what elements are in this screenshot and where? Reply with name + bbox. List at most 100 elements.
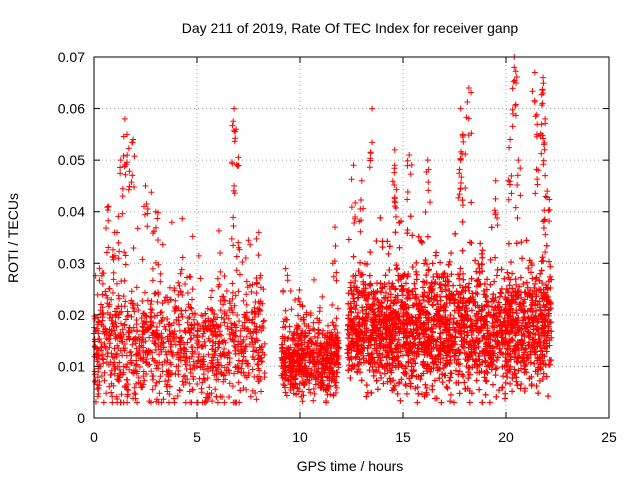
data-point <box>429 302 436 309</box>
data-point <box>167 343 174 350</box>
data-point <box>161 358 168 365</box>
data-point <box>124 399 131 406</box>
data-point <box>259 323 266 330</box>
data-point <box>232 347 239 354</box>
data-point <box>232 363 239 370</box>
data-point <box>429 260 436 267</box>
data-point <box>128 297 135 304</box>
data-point <box>171 303 178 310</box>
data-point <box>128 288 135 295</box>
data-point <box>367 249 374 256</box>
data-point <box>282 389 289 396</box>
data-point <box>146 334 153 341</box>
data-point <box>261 374 268 381</box>
data-point <box>126 329 133 336</box>
data-point <box>212 386 219 393</box>
data-point <box>204 390 211 397</box>
data-point <box>153 327 160 334</box>
data-point <box>301 320 308 327</box>
data-point <box>374 386 381 393</box>
data-point <box>189 286 196 293</box>
data-point <box>132 395 139 402</box>
data-point <box>545 393 552 400</box>
data-point <box>327 355 334 362</box>
data-point <box>409 372 416 379</box>
data-point <box>207 294 214 301</box>
data-point <box>333 315 340 322</box>
data-point <box>291 360 298 367</box>
data-point <box>222 372 229 379</box>
data-point <box>224 354 231 361</box>
data-point <box>332 389 339 396</box>
data-point <box>122 316 129 323</box>
data-point <box>295 388 302 395</box>
data-point <box>189 386 196 393</box>
data-point <box>224 323 231 330</box>
data-point <box>142 312 149 319</box>
data-point <box>296 286 303 293</box>
data-point <box>122 383 129 390</box>
data-point <box>173 351 180 358</box>
data-point <box>201 338 208 345</box>
data-point <box>128 360 135 367</box>
data-point <box>186 314 193 321</box>
data-point <box>216 281 223 288</box>
data-point <box>251 373 258 380</box>
data-point <box>314 357 321 364</box>
data-point <box>420 284 427 291</box>
data-point <box>538 267 545 274</box>
data-point <box>194 333 201 340</box>
data-point <box>476 386 483 393</box>
data-point <box>301 381 308 388</box>
data-point <box>250 344 257 351</box>
data-point <box>190 373 197 380</box>
data-point <box>450 282 457 289</box>
data-point <box>242 254 249 261</box>
data-point <box>331 326 338 333</box>
data-point <box>281 368 288 375</box>
data-point <box>212 333 219 340</box>
data-point <box>184 376 191 383</box>
data-point <box>194 320 201 327</box>
data-point <box>138 336 145 343</box>
data-point <box>302 357 309 364</box>
data-point <box>202 310 209 317</box>
data-point <box>199 333 206 340</box>
data-point <box>149 329 156 336</box>
data-point <box>166 383 173 390</box>
data-point <box>306 327 313 334</box>
data-point <box>280 381 287 388</box>
data-point <box>140 349 147 356</box>
data-point <box>186 380 193 387</box>
data-point <box>182 361 189 368</box>
data-point <box>186 362 193 369</box>
data-point <box>217 307 224 314</box>
data-point <box>447 391 454 398</box>
data-point <box>466 399 473 406</box>
data-point <box>145 325 152 332</box>
data-point <box>124 361 131 368</box>
data-point <box>118 399 125 406</box>
data-point <box>496 293 503 300</box>
data-point <box>157 373 164 380</box>
data-point <box>115 255 122 262</box>
data-point <box>201 358 208 365</box>
data-point <box>509 388 516 395</box>
data-point <box>221 399 228 406</box>
data-point <box>447 398 454 405</box>
data-point <box>322 386 329 393</box>
data-point <box>429 301 436 308</box>
data-point <box>229 383 236 390</box>
data-point <box>241 346 248 353</box>
data-point <box>325 322 332 329</box>
data-point <box>210 316 217 323</box>
data-point <box>249 366 256 373</box>
data-point <box>225 367 232 374</box>
data-point <box>153 379 160 386</box>
data-point <box>141 289 148 296</box>
data-point <box>217 297 224 304</box>
data-point <box>334 329 341 336</box>
data-point <box>133 328 140 335</box>
data-point <box>176 321 183 328</box>
data-point <box>518 239 525 246</box>
